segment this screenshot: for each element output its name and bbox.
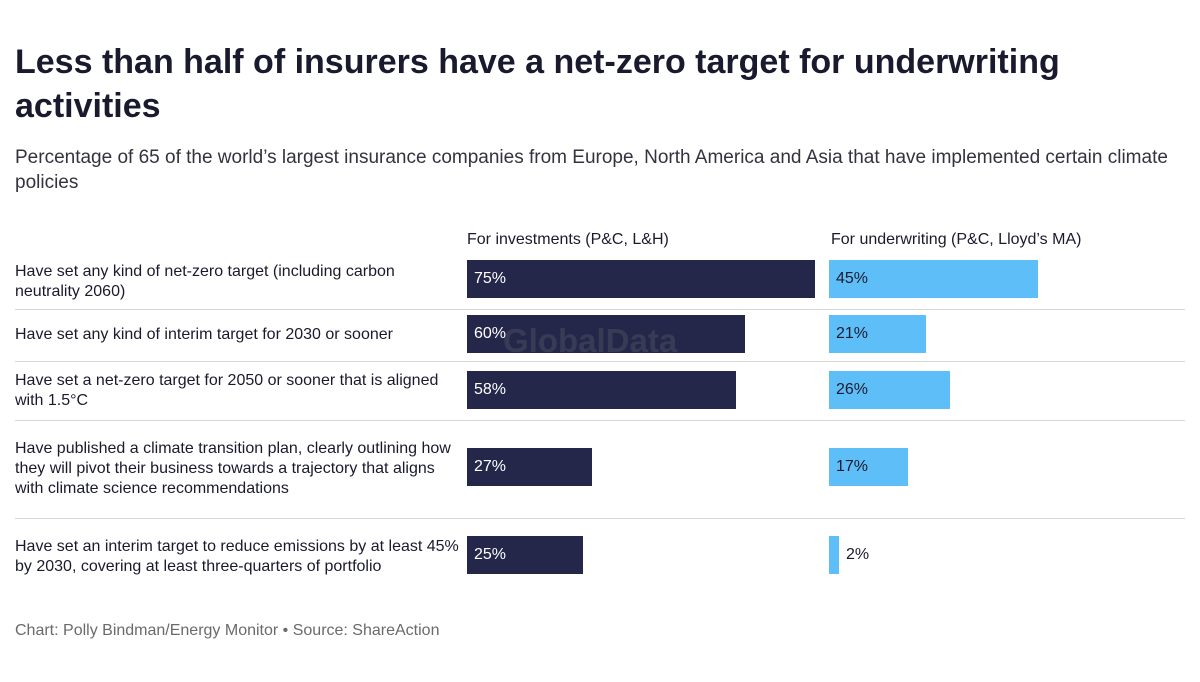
bar-investments [467,536,583,574]
bar-investments [467,260,815,298]
data-label-underwriting: 17% [836,458,869,475]
category-label: Have set a net-zero target for 2050 or s… [15,371,439,409]
bar-underwriting [829,260,1038,298]
bar-underwriting [829,448,908,486]
chart-subtitle: Percentage of 65 of the world’s largest … [15,147,1168,193]
series-header-investments: For investments (P&C, L&H) [467,231,669,248]
chart-title: Less than half of insurers have a net-ze… [15,43,1060,125]
data-label-underwriting: 26% [836,381,869,398]
chart-footer: Chart: Polly Bindman/Energy Monitor • So… [15,622,440,639]
data-label-underwriting: 21% [836,325,869,342]
bar-investments [467,448,592,486]
category-label: Have set any kind of interim target for … [15,326,393,343]
category-label: Have published a climate transition plan… [15,440,451,497]
data-label-investments: 58% [474,381,507,398]
bar-investments [467,371,736,409]
row-separator [15,420,1185,421]
row-separator [15,518,1185,519]
bar-underwriting [829,315,926,353]
bar-underwriting [829,536,839,574]
data-label-investments: 25% [474,546,507,563]
data-label-underwriting: 45% [836,270,869,287]
series-header-underwriting: For underwriting (P&C, Lloyd’s MA) [831,231,1082,248]
data-label-underwriting: 2% [846,546,870,563]
row-separator [15,309,1185,310]
data-label-investments: 27% [474,458,507,475]
bar-investments [467,315,745,353]
data-label-investments: 60% [474,325,507,342]
bar-underwriting [829,371,950,409]
category-label: Have set any kind of net-zero target (in… [15,262,395,300]
row-separator [15,361,1185,362]
data-label-investments: 75% [474,270,507,287]
category-label: Have set an interim target to reduce emi… [15,538,459,575]
